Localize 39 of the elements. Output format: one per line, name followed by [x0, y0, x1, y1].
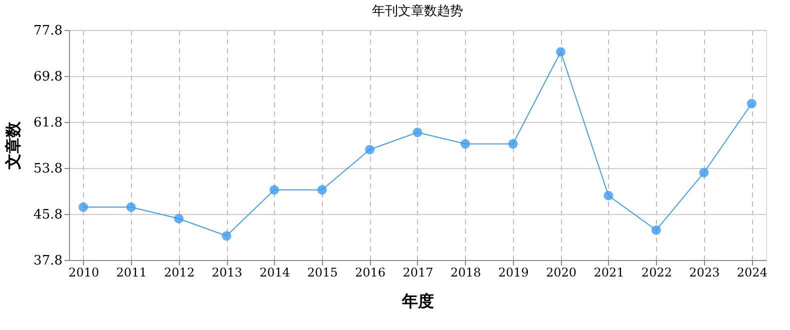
- y-tick-label: 61.8: [34, 116, 62, 130]
- point: [78, 202, 88, 212]
- point: [317, 185, 327, 195]
- point: [126, 202, 136, 212]
- x-axis-title: 年度: [401, 292, 434, 310]
- x-tick-label: 2016: [354, 266, 386, 280]
- point: [651, 225, 661, 235]
- x-tick-label: 2010: [68, 266, 100, 280]
- x-tick-label: 2022: [641, 266, 672, 280]
- y-tick-label: 37.8: [34, 254, 62, 268]
- point: [270, 185, 280, 195]
- y-tick-label: 69.8: [34, 70, 62, 84]
- x-tick-label: 2015: [307, 266, 338, 280]
- point: [604, 190, 614, 200]
- point: [746, 98, 756, 108]
- x-tick-label: 2013: [212, 266, 242, 280]
- point: [222, 231, 232, 241]
- x-tick-label: 2024: [736, 266, 768, 280]
- x-tick-label: 2023: [689, 266, 720, 280]
- x-tick-label: 2012: [164, 266, 195, 280]
- point: [412, 128, 422, 138]
- x-tick-label: 2018: [450, 266, 482, 280]
- x-tick-label: 2017: [402, 266, 434, 280]
- x-tick-label: 2020: [546, 266, 576, 280]
- point: [460, 139, 470, 149]
- x-tick-label: 2011: [116, 266, 147, 280]
- y-tick-label: 45.8: [34, 208, 62, 222]
- x-tick-label: 2021: [594, 266, 624, 280]
- y-tick-label: 77.8: [34, 24, 62, 38]
- chart-title: 年刊文章数趋势: [372, 4, 463, 19]
- x-tick-label: 2019: [498, 266, 529, 280]
- point: [699, 168, 709, 178]
- x-tick-label: 2014: [260, 266, 290, 280]
- y-axis-title: 文章数: [4, 120, 23, 170]
- y-tick-label: 53.8: [34, 162, 62, 176]
- point: [365, 144, 375, 154]
- point: [556, 47, 566, 57]
- point: [508, 139, 518, 149]
- point: [174, 214, 184, 224]
